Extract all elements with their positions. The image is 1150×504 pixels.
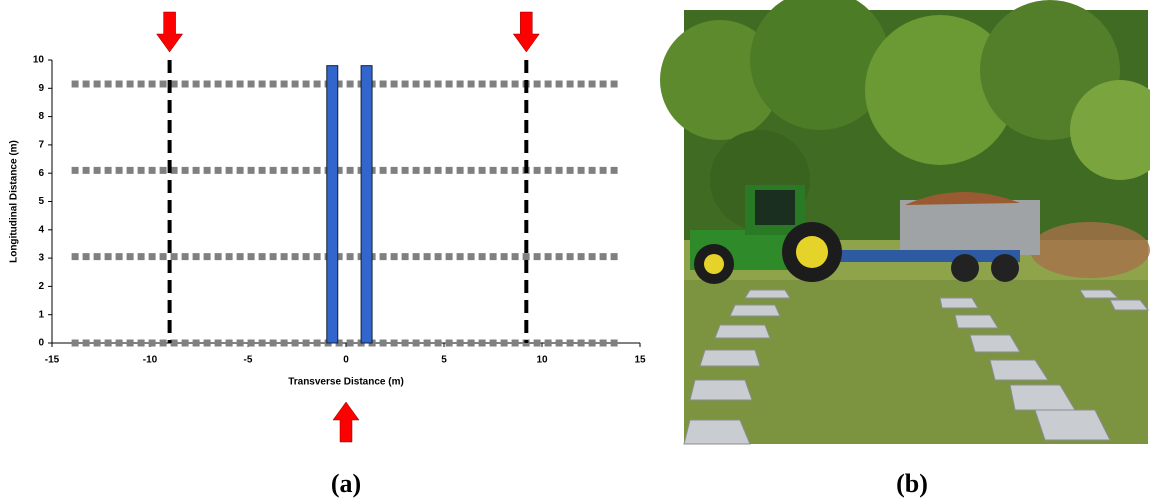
y-axis-title: Longitudinal Distance (m) xyxy=(9,140,20,263)
y-tick-label: 10 xyxy=(33,55,45,66)
x-tick-label: 15 xyxy=(634,355,646,366)
y-tick-label: 5 xyxy=(38,196,44,207)
y-tick-label: 1 xyxy=(38,309,44,320)
arrow xyxy=(513,12,539,52)
y-tick-label: 4 xyxy=(38,224,44,235)
caption: (a) xyxy=(331,469,361,498)
caption: (b) xyxy=(896,469,928,498)
x-tick-label: 0 xyxy=(343,355,349,366)
y-tick-label: 6 xyxy=(38,168,44,179)
x-tick-label: -5 xyxy=(244,355,253,366)
pan xyxy=(327,66,338,343)
x-tick-label: 5 xyxy=(441,355,447,366)
y-tick-label: 0 xyxy=(38,338,44,349)
x-tick-label: -15 xyxy=(45,355,60,366)
x-tick-label: -10 xyxy=(143,355,158,366)
y-tick-label: 7 xyxy=(38,140,44,151)
y-tick-label: 8 xyxy=(38,111,44,122)
y-tick-label: 3 xyxy=(38,253,44,264)
y-tick-label: 2 xyxy=(38,281,44,292)
photo xyxy=(660,0,1150,444)
page: (a) (b) 0 1 2 3 4 5 6 7 8 9 10 -15 -10 -5 0 5 10 15 Transv… xyxy=(0,0,1150,504)
arrow xyxy=(333,402,359,442)
x-tick-label: 10 xyxy=(536,355,548,366)
arrow xyxy=(157,12,183,52)
pan xyxy=(361,66,372,343)
y-tick-label: 9 xyxy=(38,83,44,94)
x-axis-title: Transverse Distance (m) xyxy=(288,377,404,388)
figure: (a) (b) 0 1 2 3 4 5 6 7 8 9 10 -15 -10 -5 0 5 10 15 Transv… xyxy=(0,0,1150,504)
